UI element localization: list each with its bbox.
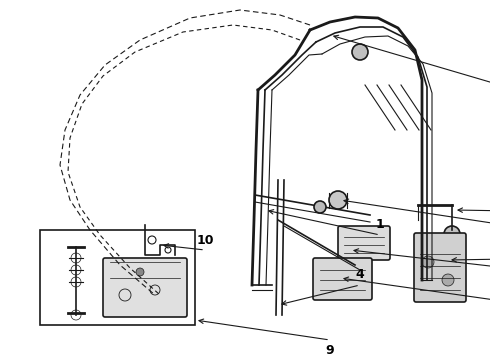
FancyBboxPatch shape xyxy=(414,233,466,302)
Text: 9: 9 xyxy=(326,343,334,356)
Text: 10: 10 xyxy=(196,234,214,247)
Circle shape xyxy=(352,44,368,60)
FancyBboxPatch shape xyxy=(103,258,187,317)
Circle shape xyxy=(422,256,434,268)
FancyBboxPatch shape xyxy=(338,226,390,260)
FancyBboxPatch shape xyxy=(313,258,372,300)
Circle shape xyxy=(314,201,326,213)
Circle shape xyxy=(444,226,460,242)
Circle shape xyxy=(136,268,144,276)
Circle shape xyxy=(329,191,347,209)
Text: 1: 1 xyxy=(376,219,384,231)
Text: 4: 4 xyxy=(356,269,365,282)
Circle shape xyxy=(442,274,454,286)
